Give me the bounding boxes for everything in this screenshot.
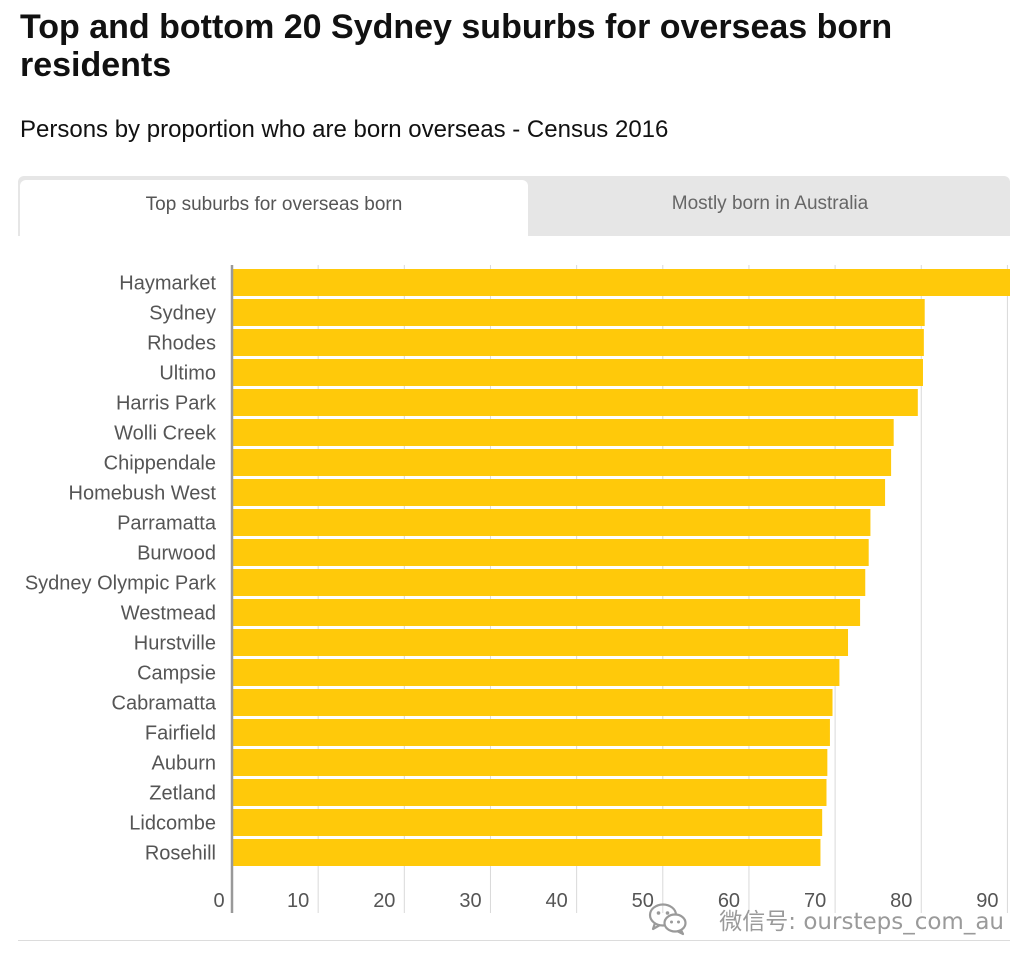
bar-zetland: [232, 779, 827, 806]
bar-haymarket: [232, 269, 1010, 296]
bar-lidcombe: [232, 809, 823, 836]
category-label: Westmead: [121, 603, 216, 625]
category-label: Sydney Olympic Park: [25, 573, 217, 595]
category-label: Wolli Creek: [114, 423, 217, 445]
category-label: Haymarket: [119, 273, 216, 295]
x-tick-label: 40: [546, 890, 568, 912]
bar-harris-park: [232, 389, 918, 416]
bar-burwood: [232, 539, 869, 566]
tab-mostly-born-australia[interactable]: Mostly born in Australia: [671, 193, 869, 214]
x-tick-label: 80: [890, 890, 912, 912]
bar-rhodes: [232, 329, 924, 356]
category-label: Auburn: [152, 753, 217, 775]
category-label: Sydney: [149, 303, 216, 325]
bar-cabramatta: [232, 689, 833, 716]
category-label: Harris Park: [116, 393, 217, 415]
category-label: Rosehill: [145, 843, 216, 865]
bar-auburn: [232, 749, 828, 776]
bar-westmead: [232, 599, 861, 626]
bar-campsie: [232, 659, 840, 686]
x-tick-label: 50: [632, 890, 654, 912]
tab-top-suburbs[interactable]: Top suburbs for overseas born: [20, 180, 528, 236]
category-label: Rhodes: [147, 333, 216, 355]
category-label: Chippendale: [104, 453, 216, 475]
bar-hurstville: [232, 629, 849, 656]
category-label: Fairfield: [145, 723, 216, 745]
bar-ultimo: [232, 359, 923, 386]
bar-parramatta: [232, 509, 871, 536]
chart-subtitle: Persons by proportion who are born overs…: [20, 116, 669, 143]
category-label: Parramatta: [117, 513, 217, 535]
wechat-icon: [648, 903, 687, 936]
bar-sydney: [232, 299, 925, 326]
bar-fairfield: [232, 719, 830, 746]
bar-sydney-olympic-park: [232, 569, 866, 596]
x-tick-label: 90: [976, 890, 998, 912]
category-label: Hurstville: [134, 633, 216, 655]
category-label: Burwood: [137, 543, 216, 565]
category-label: Cabramatta: [112, 693, 217, 715]
category-label: Zetland: [149, 783, 216, 805]
tab-bar: Top suburbs for overseas born Mostly bor…: [18, 176, 1010, 236]
x-tick-label: 0: [213, 890, 224, 912]
bar-chart: Haymarket Sydney Rhodes Ultimo Harris Park Wo…: [25, 265, 1010, 913]
bar-rosehill: [232, 839, 821, 866]
chart-title: Top and bottom 20 Sydney suburbs for ove…: [20, 8, 893, 84]
divider: [18, 940, 1010, 941]
x-tick-label: 60: [718, 890, 740, 912]
bar-chippendale: [232, 449, 892, 476]
category-label: Lidcombe: [129, 813, 216, 835]
bar-homebush-west: [232, 479, 886, 506]
x-tick-label: 30: [459, 890, 481, 912]
category-label: Campsie: [137, 663, 216, 685]
x-tick-label: 20: [373, 890, 395, 912]
bar-wolli-creek: [232, 419, 894, 446]
category-label: Homebush West: [69, 483, 217, 505]
x-tick-label: 70: [804, 890, 826, 912]
watermark-text: 微信号: oursteps_com_au: [719, 909, 1004, 935]
category-label: Ultimo: [159, 363, 216, 385]
x-tick-label: 10: [287, 890, 309, 912]
